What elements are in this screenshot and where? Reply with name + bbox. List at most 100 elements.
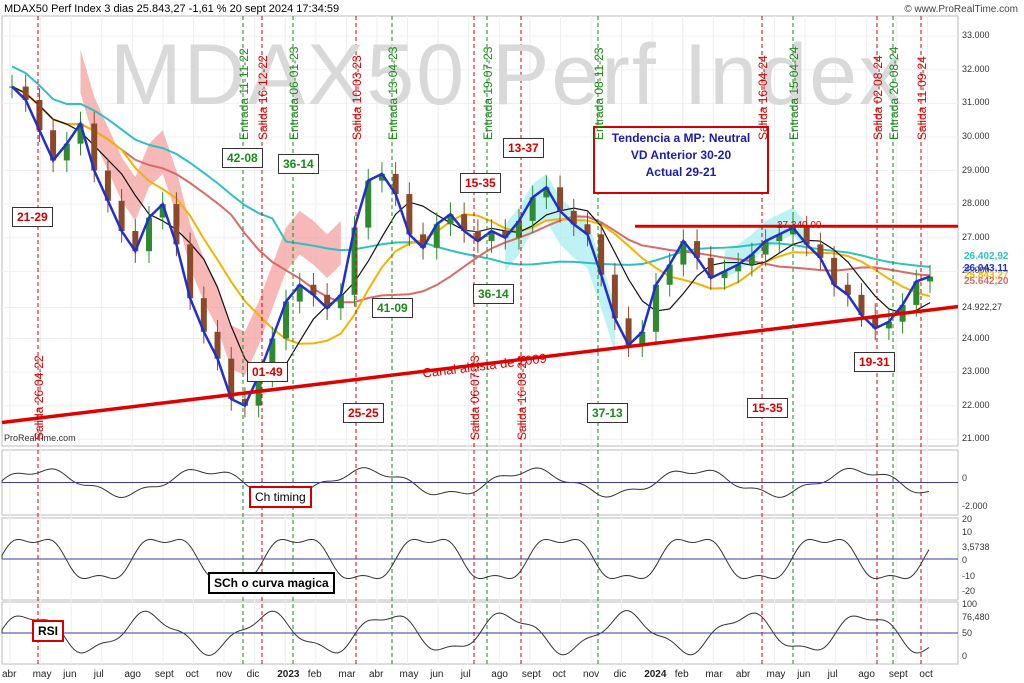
x-tick-label: jun bbox=[63, 669, 77, 680]
candle-body bbox=[831, 257, 838, 285]
price-tick-label: 29.000 bbox=[962, 164, 990, 175]
chart-title: MDAX50 Perf Index 3 dias 25.843,27 -1,61… bbox=[4, 3, 340, 15]
trend-line-1: Tendencia a MP: Neutral bbox=[611, 131, 751, 145]
score-label: 36-14 bbox=[473, 284, 514, 304]
indicator-tick-label: -10 bbox=[962, 571, 976, 581]
score-label: 19-31 bbox=[854, 352, 895, 372]
x-tick-label: sept bbox=[521, 669, 541, 680]
prorealtime-credit: ProRealTime.com bbox=[4, 433, 76, 443]
x-tick-label: jul bbox=[460, 669, 471, 680]
price-tick-label: 23.000 bbox=[962, 366, 990, 377]
price-tick-label: 24.922,27 bbox=[962, 301, 1003, 312]
indicator-tick-label: 76,480 bbox=[962, 612, 990, 622]
x-tick-label: jun bbox=[430, 669, 444, 680]
signal-label: Salida 06-07-23 bbox=[468, 355, 482, 440]
candle-body bbox=[351, 227, 358, 295]
x-tick-label: may bbox=[32, 669, 52, 680]
candle-body bbox=[50, 130, 57, 161]
candle-body bbox=[173, 204, 180, 245]
score-label: 41-09 bbox=[372, 298, 413, 318]
indicator-tick-label: 10 bbox=[962, 527, 973, 537]
x-tick-label: mar bbox=[338, 669, 356, 680]
candle-body bbox=[735, 264, 742, 272]
long-ma-line bbox=[11, 65, 931, 268]
candle-body bbox=[132, 231, 139, 252]
indicator-tick-label: 3,5738 bbox=[962, 542, 990, 552]
score-label: 01-49 bbox=[247, 362, 288, 382]
candle-body bbox=[515, 220, 522, 238]
x-tick-label: abr bbox=[368, 669, 384, 680]
price-tick-label: 27.000 bbox=[962, 231, 990, 242]
indicator-tick-label: 0 bbox=[962, 473, 968, 483]
price-tick-label: 30.000 bbox=[962, 130, 990, 141]
x-tick-label: may bbox=[766, 669, 786, 680]
candle-body bbox=[625, 318, 632, 346]
rsi-label: RSI bbox=[32, 620, 65, 642]
candle-body bbox=[324, 294, 331, 309]
candle-body bbox=[666, 264, 673, 285]
candle-body bbox=[529, 197, 536, 221]
candle-body bbox=[36, 99, 43, 131]
candle-body bbox=[652, 284, 659, 332]
x-tick-label: feb bbox=[674, 669, 689, 680]
signal-label: Salida 10-03-23 bbox=[350, 55, 364, 140]
signal-label: Entrada 15-04-24 bbox=[787, 46, 801, 140]
score-label: 37-13 bbox=[587, 403, 628, 423]
mid-ma-line bbox=[11, 85, 931, 345]
score-label: 21-29 bbox=[12, 207, 53, 227]
x-tick-label: abr bbox=[2, 669, 17, 680]
price-tag: 25.642,20 bbox=[964, 276, 1009, 288]
x-tick-label: jul bbox=[827, 669, 838, 680]
x-tick-label: dic bbox=[613, 669, 627, 680]
candle-body bbox=[570, 210, 577, 225]
site-credit: © www.ProRealTime.com bbox=[904, 4, 1018, 15]
x-tick-label: nov bbox=[216, 669, 233, 680]
candle-body bbox=[104, 170, 111, 201]
x-tick-label: mar bbox=[705, 669, 723, 680]
score-label: 15-35 bbox=[747, 398, 788, 418]
candle-body bbox=[228, 358, 235, 399]
score-label: 36-14 bbox=[278, 154, 319, 174]
candle-body bbox=[803, 227, 810, 245]
candle-body bbox=[598, 234, 605, 275]
x-tick-label: sept bbox=[154, 669, 174, 680]
candle-body bbox=[22, 86, 29, 100]
signal-label: Entrada 13-04-23 bbox=[386, 46, 400, 140]
candle-body bbox=[365, 180, 372, 228]
candle-body bbox=[241, 398, 248, 406]
candle-body bbox=[461, 214, 468, 231]
x-tick-label: 2023 bbox=[277, 669, 300, 680]
price-tick-label: 33.000 bbox=[962, 30, 990, 41]
chart-watermark: MDAX50 Perf Index bbox=[110, 27, 905, 123]
candle-body bbox=[283, 301, 290, 339]
sch-line bbox=[1, 538, 930, 580]
candle-body bbox=[858, 294, 865, 315]
x-tick-label: sept bbox=[888, 669, 908, 680]
candle-body bbox=[91, 123, 98, 171]
price-tag: 25.843,27 bbox=[964, 269, 1009, 281]
price-tick-label: 21.000 bbox=[962, 433, 990, 444]
timing-line bbox=[1, 467, 930, 498]
x-tick-label: ago bbox=[124, 669, 141, 680]
candle-body bbox=[707, 257, 714, 279]
signal-label: Salida 16-04-24 bbox=[756, 55, 770, 140]
candle-body bbox=[789, 227, 796, 235]
trend-box: Tendencia a MP: Neutral VD Anterior 30-2… bbox=[593, 126, 769, 194]
candle-body bbox=[406, 194, 413, 235]
candle-body bbox=[557, 187, 564, 211]
x-tick-label: ago bbox=[491, 669, 508, 680]
candle-body bbox=[310, 284, 317, 295]
candle-body bbox=[762, 241, 769, 255]
x-tick-label: oct bbox=[185, 669, 199, 680]
x-tick-label: feb bbox=[307, 669, 322, 680]
ichimoku-cloud-red bbox=[80, 49, 341, 376]
candle-body bbox=[817, 244, 824, 258]
black-ma-line bbox=[11, 86, 931, 377]
candle-body bbox=[611, 274, 618, 319]
candle-body bbox=[639, 331, 646, 346]
resistance-label: 27.340,00 bbox=[777, 220, 822, 231]
candle-body bbox=[488, 231, 495, 242]
x-tick-label: oct bbox=[919, 669, 933, 680]
signal-label: Entrada 08-11-23 bbox=[592, 47, 606, 140]
